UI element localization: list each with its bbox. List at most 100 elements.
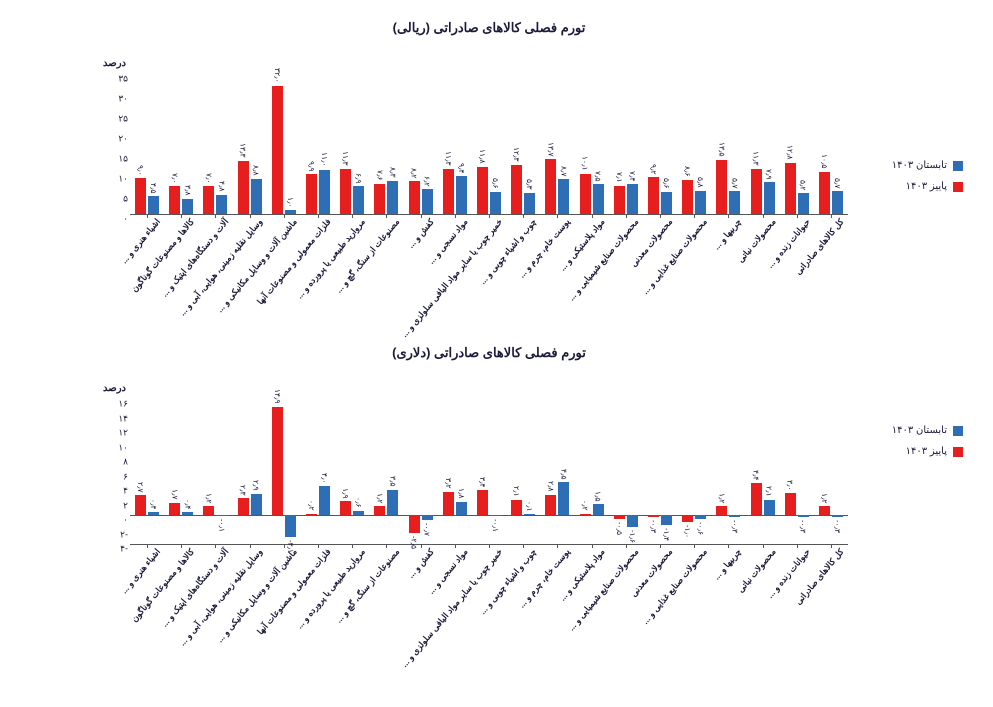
bar-fall [443, 169, 454, 214]
bar-value-label: ۴٫۵ [559, 469, 568, 480]
y-tick-label: ۵ [100, 194, 128, 205]
x-tick [797, 214, 798, 218]
bar-value-label: -۱٫۴ [662, 528, 671, 541]
bar-value-label: ۸٫۲ [410, 168, 419, 179]
bar-value-label: ۳۲٫۰ [273, 68, 282, 83]
bar-summer [387, 490, 398, 515]
bar-fall [648, 177, 659, 214]
bar-summer [593, 504, 604, 515]
bar-value-label: -۰٫۳ [799, 520, 808, 533]
bar-value-label: -۰٫۷ [423, 523, 432, 536]
bar-value-label: -۲٫۵ [410, 536, 419, 549]
bar-value-label: ۱٫۲ [717, 493, 726, 504]
bar-fall [169, 503, 180, 515]
bar-summer [182, 199, 193, 214]
x-tick [831, 214, 832, 218]
bar-value-label: -۰٫۳ [833, 520, 842, 533]
bar-value-label: ۱٫۲ [204, 493, 213, 504]
bar-summer [422, 515, 433, 520]
chart-rial-plot: ۰۵۱۰۱۵۲۰۲۵۳۰۳۵ ۵٫۷۱۰٫۵کل کالاهای صادراتی… [130, 74, 848, 214]
y-tick-label: ۴- [100, 544, 128, 555]
y-tick-label: ۱۲ [100, 428, 128, 439]
bar-value-label: ۶٫۲ [423, 176, 432, 187]
bar-value-label: ۴٫۴ [752, 470, 761, 481]
x-tick [250, 544, 251, 548]
bar-value-label: ۷٫۹ [765, 169, 774, 180]
bar-fall [203, 186, 214, 214]
x-tick [421, 544, 422, 548]
bar-summer [593, 184, 604, 214]
bar-summer [490, 515, 501, 516]
bar-summer [456, 502, 467, 515]
bar-value-label: ۰٫۴ [183, 499, 192, 510]
chart-rial-yaxis-label: درصد [103, 58, 126, 69]
bar-summer [695, 191, 706, 214]
legend-label-summer: تابستان ۱۴۰۳ [892, 425, 947, 436]
x-tick [557, 544, 558, 548]
bar-summer [764, 182, 775, 214]
bar-summer [285, 210, 296, 214]
bar-summer [764, 500, 775, 515]
x-tick [181, 214, 182, 218]
bar-value-label: ۱۳٫۷ [546, 142, 555, 157]
x-tick [592, 544, 593, 548]
bar-value-label: ۲٫۱ [512, 486, 521, 497]
bar-fall [306, 514, 317, 515]
bar-summer [353, 511, 364, 515]
bar-value-label: ۳٫۲ [444, 478, 453, 489]
x-tick [489, 544, 490, 548]
x-tick [455, 544, 456, 548]
bar-value-label: ۹٫۴ [457, 163, 466, 174]
chart-dollar-yaxis-label: درصد [103, 383, 126, 394]
x-tick [215, 214, 216, 218]
bar-fall [409, 515, 420, 533]
y-tick-label: ۰ [100, 515, 128, 526]
x-tick [557, 214, 558, 218]
bar-value-label: ۱۰٫۵ [820, 154, 829, 169]
bar-value-label: -۰٫۵ [615, 522, 624, 535]
x-tick [831, 544, 832, 548]
bar-value-label: ۳٫۵ [388, 476, 397, 487]
bar-value-label: ۸٫۸ [252, 165, 261, 176]
bar-fall [682, 180, 693, 214]
legend-item-fall: پاییز ۱۴۰۳ [892, 446, 963, 457]
bar-value-label: ۵٫۷ [833, 178, 842, 189]
x-tick [694, 214, 695, 218]
bar-value-label: ۵٫۷ [730, 178, 739, 189]
legend-item-summer: تابستان ۱۴۰۳ [892, 160, 963, 171]
legend-swatch-fall [953, 447, 963, 457]
y-tick-label: ۶ [100, 471, 128, 482]
bar-value-label: ۱٫۲ [375, 493, 384, 504]
chart-dollar-plot: ۴-۲-۰۲۴۶۸۱۰۱۲۱۴۱۶ -۰٫۳۱٫۲کل کالاهای صادر… [130, 399, 848, 544]
bar-summer [832, 191, 843, 214]
bar-value-label: ۷٫۰ [170, 173, 179, 184]
x-tick [763, 544, 764, 548]
bar-value-label: ۷٫۰ [204, 173, 213, 184]
bar-summer [524, 514, 535, 515]
bar-summer [319, 486, 330, 515]
bar-value-label: ۱٫۹ [341, 488, 350, 499]
bar-value-label: ۱۱٫۰ [320, 152, 329, 167]
bar-fall [203, 506, 214, 515]
category-label: کفش و ... [402, 544, 436, 581]
x-tick [728, 214, 729, 218]
bar-value-label: -۱٫۶ [628, 530, 637, 543]
y-tick-label: ۱۰ [100, 174, 128, 185]
bar-summer [695, 515, 706, 519]
legend-item-fall: پاییز ۱۴۰۳ [892, 181, 963, 192]
bar-value-label: ۰٫۱ [525, 501, 534, 512]
x-tick [215, 544, 216, 548]
y-tick-label: ۱۵ [100, 154, 128, 165]
bar-fall [409, 181, 420, 214]
bar-fall [819, 506, 830, 515]
bar-value-label: -۱٫۰ [683, 525, 692, 538]
y-tick-label: ۲ [100, 500, 128, 511]
x-tick [523, 544, 524, 548]
bar-fall [785, 163, 796, 214]
bar-value-label: -۰٫۱ [217, 519, 226, 532]
bar-value-label: ۱۱٫۸ [478, 149, 487, 164]
bar-summer [627, 184, 638, 214]
bar-fall [477, 490, 488, 515]
x-tick [660, 214, 661, 218]
bar-value-label: ۹٫۰ [136, 165, 145, 176]
